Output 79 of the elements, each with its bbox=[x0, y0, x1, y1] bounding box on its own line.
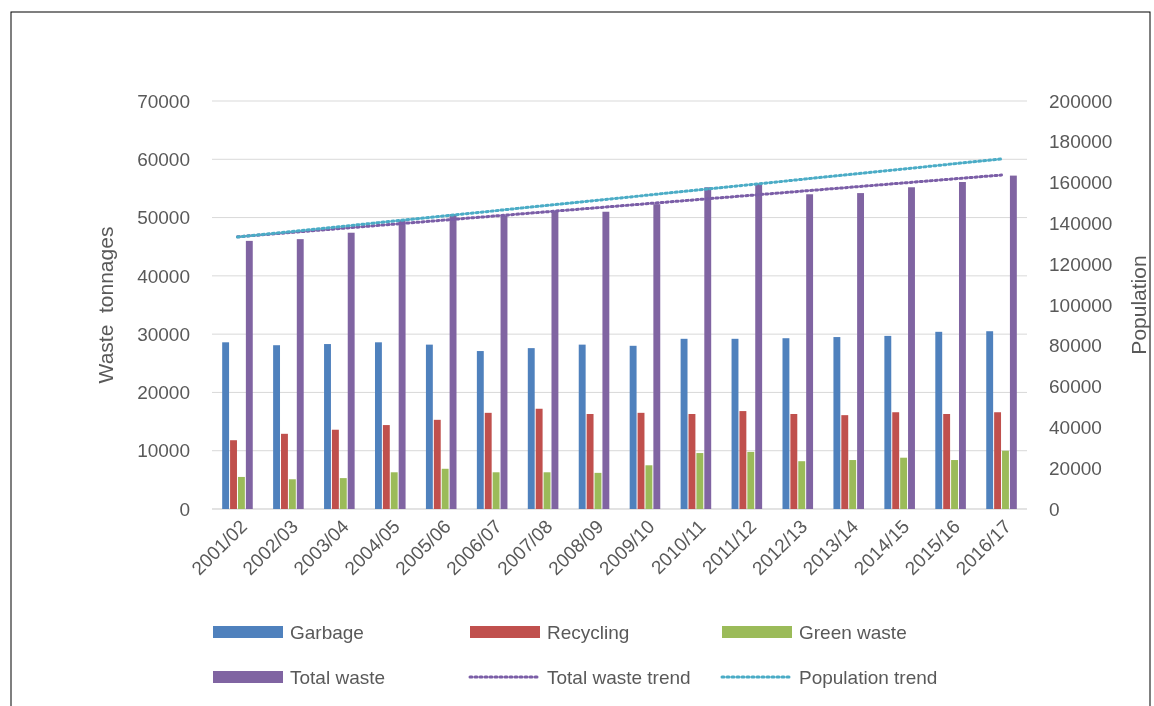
bar bbox=[222, 342, 230, 509]
bar bbox=[1009, 175, 1017, 509]
legend-label: Total waste trend bbox=[547, 666, 691, 688]
y-tick-label: 40000 bbox=[137, 265, 190, 287]
bar bbox=[841, 415, 849, 509]
y-tick-label: 0 bbox=[179, 498, 190, 520]
y-tick-label: 70000 bbox=[137, 90, 190, 112]
y2-tick-label: 200000 bbox=[1049, 90, 1113, 112]
y2-tick-label: 0 bbox=[1049, 498, 1060, 520]
bar bbox=[806, 194, 814, 509]
bar bbox=[237, 476, 245, 509]
y2-tick-label: 80000 bbox=[1049, 335, 1102, 357]
bar bbox=[900, 457, 908, 509]
y-tick-label: 20000 bbox=[137, 382, 190, 404]
legend-label: Green waste bbox=[799, 621, 907, 643]
bar bbox=[492, 472, 500, 509]
bar bbox=[382, 425, 390, 509]
bar bbox=[390, 472, 398, 509]
y2-tick-label: 40000 bbox=[1049, 417, 1102, 439]
bar bbox=[484, 412, 492, 509]
bar bbox=[441, 468, 449, 509]
legend-label: Population trend bbox=[799, 666, 938, 688]
bar bbox=[892, 412, 900, 509]
bar bbox=[288, 479, 296, 509]
y2-tick-label: 140000 bbox=[1049, 213, 1113, 235]
y-tick-label: 60000 bbox=[137, 148, 190, 170]
bar bbox=[747, 451, 755, 509]
y-tick-label: 10000 bbox=[137, 440, 190, 462]
bar bbox=[281, 433, 288, 509]
bar bbox=[245, 240, 253, 509]
bar bbox=[1002, 450, 1009, 509]
bar bbox=[586, 413, 594, 509]
y2-tick-label: 100000 bbox=[1049, 294, 1113, 316]
bar bbox=[951, 460, 958, 509]
y2-tick-label: 120000 bbox=[1049, 253, 1113, 275]
y2-tick-label: 160000 bbox=[1049, 172, 1113, 194]
y2-tick-label: 180000 bbox=[1049, 131, 1113, 153]
bar bbox=[739, 411, 747, 509]
bar bbox=[790, 413, 798, 509]
bar bbox=[602, 211, 610, 509]
y2-tick-label: 60000 bbox=[1049, 376, 1102, 398]
bar bbox=[943, 413, 951, 509]
bar bbox=[629, 345, 637, 509]
bar bbox=[935, 331, 943, 509]
bar bbox=[331, 429, 339, 509]
bar bbox=[849, 460, 857, 509]
bar bbox=[986, 331, 994, 509]
bar bbox=[645, 465, 653, 509]
bar bbox=[296, 239, 304, 509]
y-tick-label: 50000 bbox=[137, 207, 190, 229]
bar bbox=[833, 337, 841, 509]
legend-label: Garbage bbox=[290, 621, 364, 643]
bar bbox=[782, 338, 790, 509]
bar bbox=[476, 351, 484, 509]
bar bbox=[425, 344, 433, 509]
y-tick-label: 30000 bbox=[137, 323, 190, 345]
bar bbox=[339, 478, 347, 509]
bar bbox=[374, 342, 382, 509]
bar bbox=[324, 344, 331, 509]
bar bbox=[884, 335, 892, 509]
bar bbox=[230, 440, 237, 509]
legend-label: Total waste bbox=[290, 666, 386, 688]
bar bbox=[433, 419, 441, 509]
y-axis-title: Waste tonnages bbox=[94, 226, 117, 384]
bar bbox=[273, 345, 281, 509]
bar bbox=[578, 344, 586, 509]
bar bbox=[908, 187, 915, 509]
bar bbox=[857, 193, 865, 509]
bar bbox=[347, 232, 355, 509]
y2-axis-title: Population bbox=[1127, 255, 1150, 355]
bar bbox=[994, 412, 1002, 509]
y2-tick-label: 20000 bbox=[1049, 457, 1102, 479]
bar bbox=[527, 348, 535, 509]
bar bbox=[798, 461, 806, 509]
bar bbox=[680, 338, 688, 509]
bar bbox=[535, 408, 543, 509]
bar bbox=[696, 453, 704, 509]
bar bbox=[958, 182, 966, 509]
legend-label: Recycling bbox=[547, 621, 630, 643]
